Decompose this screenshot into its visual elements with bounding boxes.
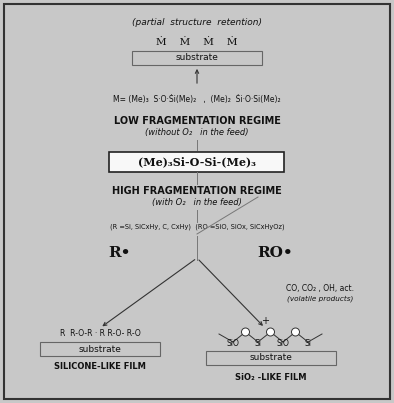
Text: RO•: RO•	[257, 246, 293, 260]
Text: Si: Si	[305, 339, 312, 349]
Text: LOW FRAGMENTATION REGIME: LOW FRAGMENTATION REGIME	[113, 116, 281, 126]
Text: SILICONE-LIKE FILM: SILICONE-LIKE FILM	[54, 362, 146, 371]
Circle shape	[266, 328, 275, 336]
Text: Ṁ    Ṁ    Ṁ    Ṁ: Ṁ Ṁ Ṁ Ṁ	[156, 38, 238, 47]
Text: (volatile products): (volatile products)	[287, 295, 353, 301]
Text: SiO: SiO	[277, 339, 290, 349]
Bar	[40, 342, 160, 356]
Text: R•: R•	[109, 246, 131, 260]
Text: +: +	[261, 316, 269, 326]
Bar	[206, 351, 336, 365]
Bar	[132, 51, 262, 65]
Text: (R =Si, SiCxHy, C, CxHy)  (RO =SiO, SiOx, SiCxHyOz): (R =Si, SiCxHy, C, CxHy) (RO =SiO, SiOx,…	[110, 224, 284, 231]
Text: SiO₂ -LIKE FILM: SiO₂ -LIKE FILM	[235, 373, 307, 382]
Text: SiO: SiO	[227, 339, 240, 349]
Text: substrate: substrate	[249, 353, 292, 363]
Text: R  R-O-R · R R-O- R-O: R R-O-R · R R-O- R-O	[59, 329, 140, 338]
Text: M= (Me)₃  S·O·Ṡi(Me)₂   ,  (Me)₂  Ṡi·O·Si(Me)₂: M= (Me)₃ S·O·Ṡi(Me)₂ , (Me)₂ Ṡi·O·Si(Me)…	[113, 95, 281, 104]
Bar	[110, 152, 284, 172]
Text: (without O₂   in the feed): (without O₂ in the feed)	[145, 128, 249, 137]
Text: substrate: substrate	[78, 345, 121, 353]
Text: (Me)₃Si-O-Si-(Me)₃: (Me)₃Si-O-Si-(Me)₃	[138, 156, 256, 168]
Text: (partial  structure  retention): (partial structure retention)	[132, 18, 262, 27]
Text: CO, CO₂ , OH, act.: CO, CO₂ , OH, act.	[286, 284, 354, 293]
Circle shape	[242, 328, 249, 336]
Text: Si: Si	[255, 339, 262, 349]
Circle shape	[292, 328, 299, 336]
Text: substrate: substrate	[176, 54, 218, 62]
Text: HIGH FRAGMENTATION REGIME: HIGH FRAGMENTATION REGIME	[112, 186, 282, 196]
Text: (with O₂   in the feed): (with O₂ in the feed)	[152, 198, 242, 207]
